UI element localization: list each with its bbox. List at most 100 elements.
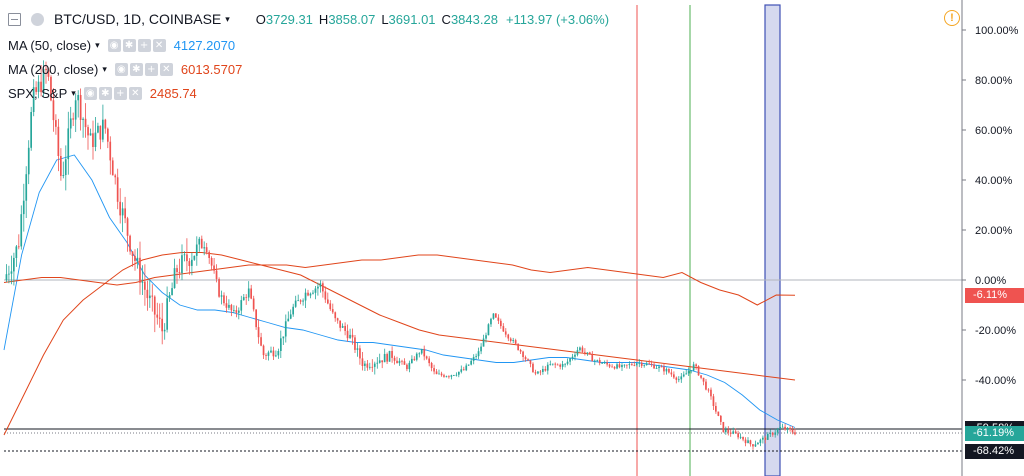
candle-body [15,246,18,258]
candle [302,298,304,306]
close-icon[interactable]: ✕ [128,87,142,100]
candle-body [341,326,344,328]
candle [458,371,460,378]
candle-body [744,439,747,444]
candle [623,364,626,368]
candle-body [238,310,240,313]
candle-body [470,360,472,365]
candle-body [42,68,45,93]
eye-icon[interactable]: ◉ [107,39,121,52]
chevron-down-icon[interactable]: ▾ [71,88,76,98]
candle [643,364,646,368]
candle [265,353,267,360]
ma200-line [3,252,796,436]
candle-body [724,429,727,433]
gear-icon[interactable]: ✱ [98,87,112,100]
chevron-down-icon[interactable]: ▾ [95,40,100,50]
candle [663,363,665,375]
candle-body [198,238,201,245]
candle-body [344,326,346,331]
plus-icon[interactable]: + [144,63,158,76]
exclamation-icon[interactable]: ! [944,10,960,26]
candle-body [60,156,62,176]
candle-body [72,118,74,120]
candle-body [314,288,317,293]
candle-body [129,235,131,252]
candle [480,343,482,355]
candle-body [460,369,463,372]
candle [67,111,70,175]
indicator-name[interactable]: MA (200, close) [8,62,99,77]
candle-body [287,318,290,322]
close-icon[interactable]: ✕ [159,63,173,76]
plus-icon[interactable]: + [113,87,127,100]
candle-body [401,360,403,362]
tick-label: 100.00% [975,25,1019,37]
candle [37,75,40,99]
candle [287,311,290,322]
open-label: O [255,11,266,27]
candle [124,196,126,224]
candle-body [289,314,292,319]
chevron-down-icon[interactable]: ▾ [225,13,230,24]
candle-body [448,376,450,378]
candle [766,432,769,440]
eye-icon[interactable]: ◉ [114,63,128,76]
candle-body [18,246,20,248]
candle [22,183,25,232]
candle [312,290,314,295]
close-value: 3843.28 [450,11,498,27]
candle-body [32,87,35,112]
candle-body [791,429,794,433]
eye-icon[interactable]: ◉ [83,87,97,100]
collapse-icon[interactable] [8,12,21,26]
candle-body [628,364,631,366]
candle-body [99,125,102,140]
price-axis[interactable]: 100.00% 80.00% 60.00% 40.00% 20.00% 0.00% -20.… [961,0,1019,476]
gear-icon[interactable]: ✱ [122,39,136,52]
candle-body [643,365,646,366]
candle [218,277,220,298]
candle [537,371,539,375]
indicator-name[interactable]: SPX, S&P [8,86,68,101]
candle [97,122,99,134]
candle [564,363,566,368]
candle [665,367,668,375]
candle-body [618,364,621,368]
open-value: 3729.31 [265,11,313,27]
gear-icon[interactable]: ✱ [129,63,143,76]
candle-body [102,119,104,140]
candle [465,363,468,372]
candle [359,345,361,365]
candle [443,373,445,378]
candle-body [116,177,119,202]
candle [776,427,779,436]
tick-label: 40.00% [975,175,1013,187]
candle [504,328,507,338]
candle [542,365,544,375]
candle [304,288,307,308]
change-value: +113.97 (+3.06%) [505,11,610,27]
candle [707,388,710,393]
candle-body [141,281,144,283]
chevron-down-icon[interactable]: ▾ [102,64,107,74]
candle-body [153,296,156,315]
spx-line [3,254,796,306]
candle [497,314,500,324]
symbol-title[interactable]: BTC/USD, 1D, COINBASE [54,11,222,27]
candle [193,255,196,261]
candle-body [564,363,566,365]
indicator-name[interactable]: MA (50, close) [8,38,92,53]
candle-body [163,329,166,332]
candle [423,345,426,361]
candle-body [149,295,151,299]
candle [732,427,734,435]
candle [141,265,144,295]
candle [450,374,453,380]
close-icon[interactable]: ✕ [152,39,166,52]
candle [626,364,628,369]
candle-body [789,427,791,430]
candle [762,435,764,444]
plus-icon[interactable]: + [137,39,151,52]
